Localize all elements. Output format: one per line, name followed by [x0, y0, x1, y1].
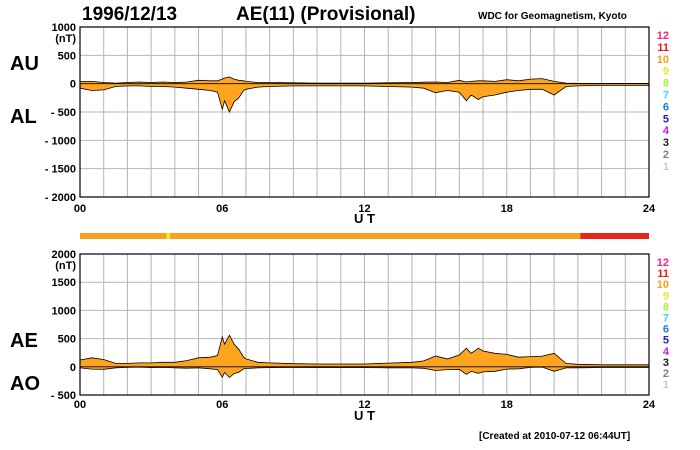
x-axis-label: U T — [354, 408, 375, 423]
station-legend-label: 5 — [663, 335, 669, 347]
x-tick-label: 24 — [643, 399, 656, 411]
y-tick-label: - 1000 — [45, 135, 76, 147]
station-legend-label: 6 — [663, 101, 669, 113]
x-tick-label: 06 — [216, 203, 228, 215]
au-al-panel: 1000 500 0 - 500 - 1000 - 1500 - 2000 (nT) 00 06 1… — [10, 22, 670, 226]
y-tick-label: 2000 — [52, 249, 76, 261]
series-line-au — [80, 76, 649, 84]
station-legend-label: 12 — [657, 30, 669, 42]
station-legend-label: 11 — [657, 42, 669, 54]
station-legend-label: 5 — [663, 113, 669, 125]
station-legend-label: 10 — [657, 279, 669, 291]
station-legend-label: 4 — [663, 125, 670, 137]
series-label-ao: AO — [10, 373, 40, 395]
x-tick-label: 06 — [216, 399, 228, 411]
station-legend-label: 1 — [663, 161, 669, 173]
x-tick-label: 12 — [358, 203, 370, 215]
series-label-al: AL — [10, 106, 37, 128]
y-tick-label: 500 — [58, 334, 76, 346]
y-tick-label: - 2000 — [45, 192, 76, 204]
series-line-ae — [79, 334, 649, 366]
station-bar-segment — [166, 233, 171, 239]
date-title: 1996/12/13 — [82, 4, 178, 25]
x-tick-label: 00 — [74, 203, 86, 215]
envelope-fill — [80, 76, 649, 112]
station-bar-segment — [580, 233, 649, 239]
y-tick-label: 1500 — [52, 277, 76, 289]
station-legend-label: 3 — [663, 357, 669, 369]
x-tick-label: 24 — [643, 203, 656, 215]
x-axis-label: U T — [354, 211, 375, 226]
series-line-ao — [79, 366, 649, 379]
station-bar-segment — [80, 233, 167, 239]
y-tick-label: 0 — [70, 362, 76, 374]
station-legend-label: 1 — [663, 379, 669, 391]
series-line-al — [79, 85, 649, 113]
station-legend-label: 2 — [663, 149, 669, 161]
y-tick-label: - 1500 — [45, 164, 76, 176]
station-legend-label: 9 — [663, 290, 669, 302]
station-legend-label: 8 — [663, 301, 669, 313]
plot-frame — [79, 26, 650, 198]
station-legend-label: 10 — [657, 54, 669, 66]
y-tick-label: 500 — [58, 50, 76, 62]
index-title: AE(11) (Provisional) — [236, 4, 416, 25]
station-bar-segment — [170, 233, 581, 239]
station-legend-label: 2 — [663, 368, 669, 380]
y-axis-unit: (nT) — [55, 260, 76, 272]
station-legend-label: 4 — [663, 346, 670, 358]
y-axis-unit: (nT) — [55, 33, 76, 45]
y-tick-label: - 500 — [51, 390, 76, 402]
y-tick-label: 1000 — [52, 22, 76, 34]
station-count-bar — [80, 233, 649, 239]
source-label: WDC for Geomagnetism, Kyoto — [478, 11, 627, 22]
x-tick-label: 18 — [501, 203, 513, 215]
station-legend-label: 3 — [663, 137, 669, 149]
y-tick-label: 0 — [70, 79, 76, 91]
plot-frame — [79, 253, 650, 396]
y-tick-label: - 500 — [51, 107, 76, 119]
y-tick-label: 1000 — [52, 305, 76, 317]
station-legend-label: 7 — [663, 313, 669, 325]
x-tick-label: 00 — [74, 399, 86, 411]
station-legend-label: 7 — [663, 90, 669, 102]
station-legend-label: 9 — [663, 66, 669, 78]
x-tick-label: 18 — [501, 399, 513, 411]
station-legend-label: 12 — [657, 257, 669, 269]
created-timestamp: [Created at 2010-07-12 06:44UT] — [479, 431, 631, 442]
station-legend-label: 8 — [663, 78, 669, 90]
station-legend-label: 11 — [657, 268, 669, 280]
station-legend-label: 6 — [663, 324, 669, 336]
series-label-ae: AE — [10, 330, 38, 352]
x-tick-label: 12 — [358, 399, 370, 411]
series-label-au: AU — [10, 53, 39, 75]
